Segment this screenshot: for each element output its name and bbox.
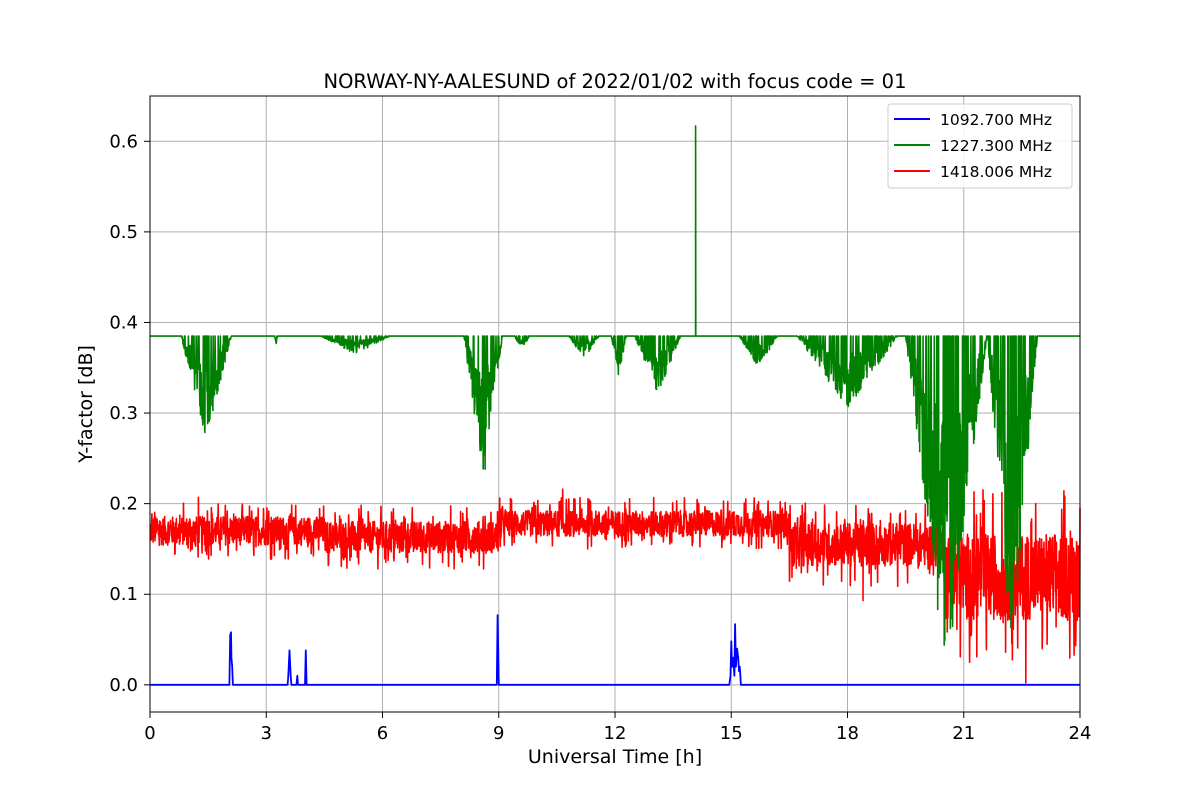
- y-tick-label: 0.4: [109, 312, 138, 333]
- series-layer: [149, 125, 1081, 686]
- series-line-1418: [149, 488, 1081, 684]
- legend-label-1418: 1418.006 MHz: [940, 163, 1052, 181]
- y-tick-label: 0.1: [109, 584, 138, 605]
- x-tick-label: 21: [952, 723, 975, 744]
- legend-label-1227: 1227.300 MHz: [940, 137, 1052, 155]
- x-tick-label: 15: [720, 723, 743, 744]
- y-tick-label: 0.3: [109, 403, 138, 424]
- x-tick-label: 12: [604, 723, 627, 744]
- series-line-1092: [150, 614, 1080, 686]
- y-tick-label: 0.5: [109, 222, 138, 243]
- x-tick-label: 6: [377, 723, 388, 744]
- legend: 1092.700 MHz 1227.300 MHz 1418.006 MHz: [887, 103, 1073, 189]
- axis-ticks: 0 3 6 9 12 15 18 21 24 0.0 0.1 0.2 0.3 0.4 0.5 0.6: [109, 131, 1091, 744]
- legend-label-1092: 1092.700 MHz: [940, 111, 1052, 129]
- y-tick-label: 0.6: [109, 131, 138, 152]
- x-tick-label: 24: [1069, 723, 1092, 744]
- x-tick-label: 0: [144, 723, 155, 744]
- legend-box: [887, 103, 1073, 189]
- y-tick-label: 0.2: [109, 494, 138, 515]
- y-tick-label: 0.0: [109, 675, 138, 696]
- series-line-1227: [149, 125, 1081, 646]
- chart-title: NORWAY-NY-AALESUND of 2022/01/02 with fo…: [324, 70, 907, 93]
- x-tick-label: 18: [836, 723, 859, 744]
- x-tick-label: 9: [493, 723, 504, 744]
- y-axis-title: Y-factor [dB]: [75, 345, 97, 464]
- x-axis-title: Universal Time [h]: [528, 746, 702, 768]
- x-tick-label: 3: [261, 723, 272, 744]
